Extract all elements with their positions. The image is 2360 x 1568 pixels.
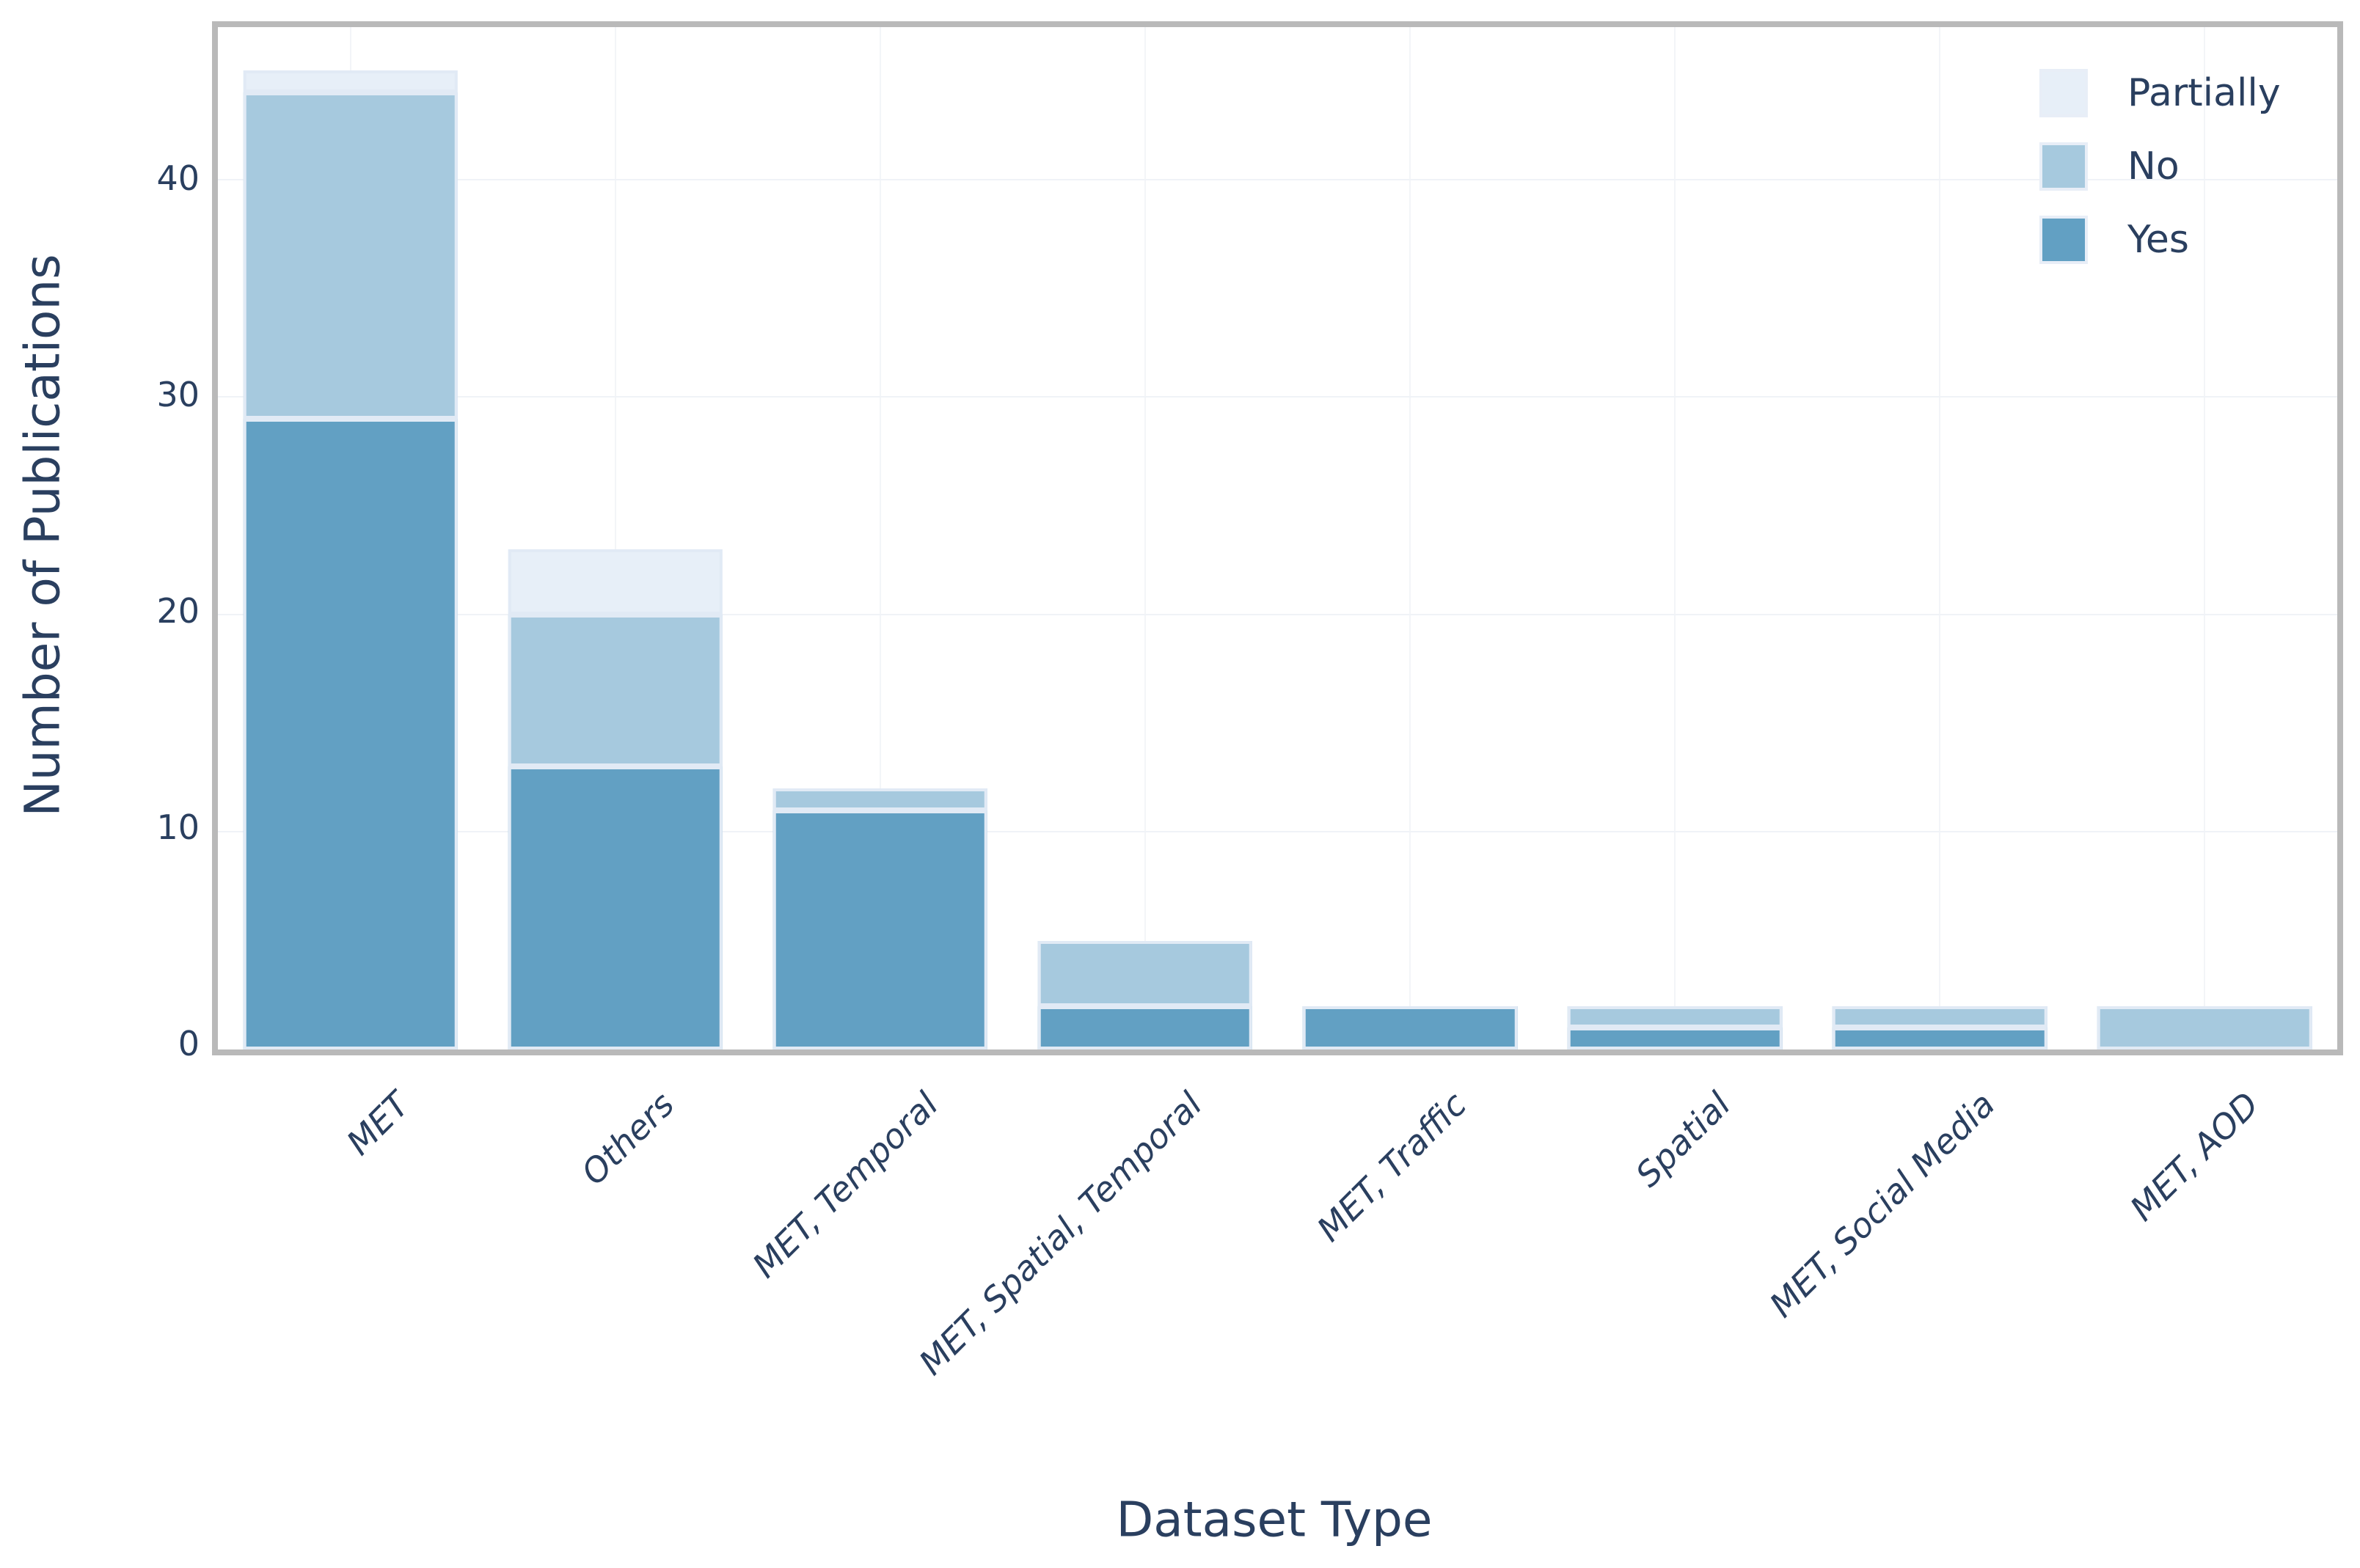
bar-segment-yes: [508, 766, 723, 1049]
horizontal-gridline: [218, 178, 2337, 180]
legend-item-yes: Yes: [2039, 216, 2281, 264]
y-tick-label: 30: [156, 375, 200, 415]
vgrid-slot: [483, 27, 748, 1049]
x-tick-label: MET, AOD: [2122, 1084, 2267, 1228]
bar-segment-partially: [243, 70, 458, 92]
bar-segment-no: [1833, 1005, 2047, 1028]
bar-segment-yes: [772, 810, 988, 1049]
x-tick-label: MET, Spatial, Temporal: [911, 1084, 1210, 1383]
horizontal-gridlines: [218, 27, 2337, 1049]
vertical-gridline: [1409, 27, 1411, 1049]
bar-segment-no: [243, 92, 458, 419]
vertical-gridline: [1674, 27, 1676, 1049]
vgrid-slot: [1012, 27, 1277, 1049]
plot-area: [212, 21, 2343, 1055]
bar-segment-yes: [1833, 1027, 2047, 1049]
bar-met-aod: [2097, 27, 2312, 1049]
bar-segment-partially: [508, 549, 723, 615]
x-tick-label: Spatial: [1628, 1084, 1739, 1195]
bar-segment-yes: [243, 418, 458, 1049]
vgrid-slot: [1808, 27, 2072, 1049]
legend-label: Partially: [2127, 71, 2281, 115]
legend: Partially No Yes: [2039, 69, 2281, 289]
vertical-gridline: [1144, 27, 1146, 1049]
x-tick-label: MET, Traffic: [1309, 1084, 1475, 1250]
x-axis-title: Dataset Type: [1116, 1491, 1433, 1548]
legend-label: Yes: [2127, 218, 2189, 262]
vertical-gridline: [2204, 27, 2206, 1049]
x-tick-label: MET: [339, 1084, 417, 1163]
y-tick-label: 10: [156, 807, 200, 848]
bar-segment-no: [1567, 1005, 1783, 1028]
legend-item-partially: Partially: [2039, 69, 2281, 117]
legend-swatch-yes: [2039, 216, 2088, 264]
bar-segment-no: [1037, 940, 1253, 1006]
bar-slot: [1543, 27, 1808, 1049]
horizontal-gridline: [218, 831, 2337, 833]
legend-swatch-no: [2039, 142, 2088, 191]
bar-segment-yes: [1302, 1005, 1518, 1049]
x-tick-label: MET, Social Media: [1761, 1084, 2003, 1325]
bar-slot: [1278, 27, 1543, 1049]
horizontal-gridline: [218, 396, 2337, 398]
y-tick-label: 0: [178, 1024, 200, 1063]
vertical-gridline: [879, 27, 881, 1049]
vertical-gridline: [614, 27, 616, 1049]
bar-others: [508, 27, 723, 1049]
legend-item-no: No: [2039, 142, 2281, 191]
vgrid-slot: [1278, 27, 1543, 1049]
bar-slot: [1808, 27, 2072, 1049]
legend-label: No: [2127, 144, 2180, 188]
vgrid-slot: [748, 27, 1012, 1049]
plot-content: [218, 27, 2337, 1049]
bar-segment-yes: [1037, 1005, 1253, 1049]
vgrid-slot: [1543, 27, 1808, 1049]
bar-slot: [1012, 27, 1277, 1049]
y-tick-label: 40: [156, 158, 200, 199]
bar-slot: [2072, 27, 2337, 1049]
vgrid-slot: [2072, 27, 2337, 1049]
bar-met-traffic: [1302, 27, 1518, 1049]
x-tick-label: MET, Temporal: [745, 1084, 946, 1286]
bar-slot: [748, 27, 1012, 1049]
bar-met-spatial-temporal: [1037, 27, 1253, 1049]
bar-spatial: [1567, 27, 1783, 1049]
vertical-gridline: [1939, 27, 1941, 1049]
bar-slot: [483, 27, 748, 1049]
x-tick-label: Others: [573, 1084, 682, 1193]
y-tick-label: 20: [156, 591, 200, 631]
bar-slot: [218, 27, 483, 1049]
bar-met-social-media: [1833, 27, 2047, 1049]
bar-segment-no: [508, 614, 723, 767]
horizontal-gridline: [218, 613, 2337, 615]
y-axis-title: Number of Publications: [14, 254, 71, 817]
bar-met: [243, 27, 458, 1049]
bars-layer: [218, 27, 2337, 1049]
bar-segment-yes: [1567, 1027, 1783, 1049]
bar-met-temporal: [772, 27, 988, 1049]
bar-segment-no: [2097, 1005, 2312, 1049]
legend-swatch-partially: [2039, 69, 2088, 117]
bar-segment-no: [772, 788, 988, 810]
